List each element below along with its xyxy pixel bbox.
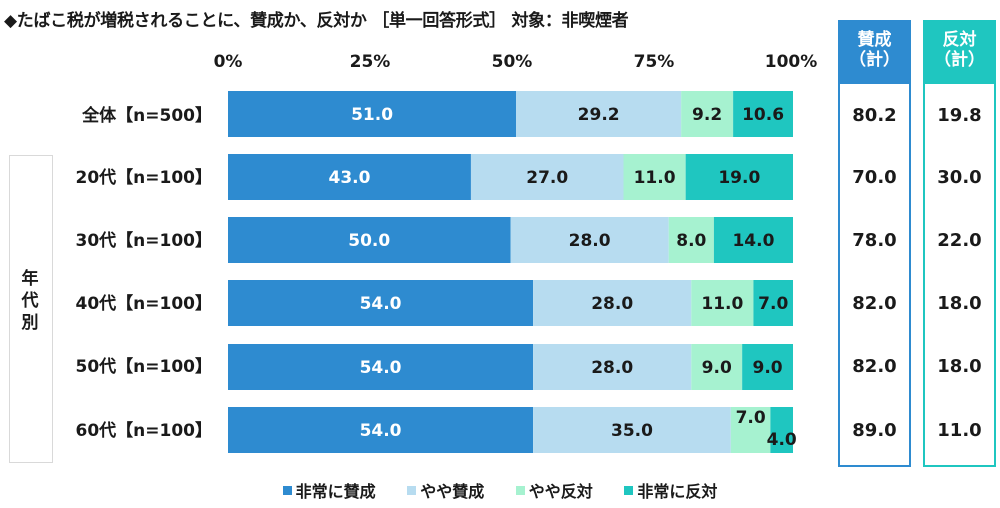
bar-segment: [623, 154, 686, 200]
oppose-total-value: 19.8: [937, 105, 982, 126]
data-label: 19.0: [718, 168, 760, 188]
bar-segment: [730, 407, 771, 453]
data-label: 9.0: [702, 358, 732, 378]
data-label: 11.0: [634, 168, 676, 188]
agree-total-header: 賛成 （計）: [838, 20, 911, 84]
legend-item: 非常に反対: [624, 478, 717, 502]
bar-segment: [733, 91, 793, 137]
legend-item: やや反対: [515, 478, 593, 502]
bar-segment: [470, 154, 624, 200]
oppose-total-value: 30.0: [937, 167, 982, 188]
category-label: 全体【n=500】: [82, 106, 212, 126]
bar-segment: [516, 91, 682, 137]
legend-swatch: [515, 486, 525, 495]
data-label: 27.0: [526, 168, 568, 188]
x-tick-label: 100%: [764, 52, 818, 72]
bar-segment: [685, 154, 793, 200]
data-label: 43.0: [329, 168, 371, 188]
oppose-total-value: 11.0: [937, 420, 982, 441]
legend: 非常に賛成 やや賛成 やや反対 非常に反対: [0, 478, 1000, 502]
agree-total-value: 82.0: [852, 356, 897, 377]
bar-segment: [668, 217, 714, 263]
x-tick-label: 75%: [633, 52, 675, 72]
oppose-total-value: 22.0: [937, 230, 982, 251]
agree-total-value: 82.0: [852, 293, 897, 314]
agree-total-value: 89.0: [852, 420, 897, 441]
legend-label: 非常に賛成: [295, 482, 376, 501]
legend-swatch: [282, 486, 292, 495]
category-label: 50代【n=100】: [75, 357, 213, 377]
data-label: 4.0: [767, 430, 797, 450]
bar-segment: [533, 407, 731, 453]
oppose-total-header-line: （計）: [934, 50, 985, 70]
bar-segment: [228, 344, 534, 390]
data-label: 10.6: [742, 105, 784, 125]
x-tick-label: 50%: [491, 52, 533, 72]
bar-segment: [228, 217, 511, 263]
data-label: 54.0: [360, 421, 402, 441]
bar-segment: [228, 154, 471, 200]
data-label: 9.0: [753, 358, 783, 378]
agree-total-header-line: 賛成: [857, 30, 892, 50]
data-label: 50.0: [348, 231, 390, 251]
agree-total-value: 80.2: [852, 105, 897, 126]
bar-segment: [753, 280, 793, 326]
agree-total-value: 78.0: [852, 230, 897, 251]
legend-swatch: [407, 486, 417, 495]
data-label: 11.0: [701, 294, 743, 314]
bar-segment: [228, 280, 534, 326]
data-label: 9.2: [692, 105, 722, 125]
oppose-total-header-line: 反対: [942, 30, 977, 50]
bar-segment: [691, 344, 743, 390]
oppose-total-value: 18.0: [937, 356, 982, 377]
data-label: 54.0: [360, 294, 402, 314]
data-label: 28.0: [591, 358, 633, 378]
legend-item: 非常に賛成: [282, 478, 376, 502]
agree-total-header-line: （計）: [849, 50, 900, 70]
data-label: 29.2: [578, 105, 620, 125]
data-label: 7.0: [758, 294, 788, 314]
oppose-total-header: 反対 （計）: [923, 20, 996, 84]
category-label: 30代【n=100】: [75, 231, 213, 251]
legend-label: やや反対: [528, 482, 593, 501]
oppose-total-value: 18.0: [937, 293, 982, 314]
bar-segment: [533, 344, 692, 390]
data-label: 7.0: [736, 408, 766, 428]
data-label: 8.0: [676, 231, 706, 251]
chart-title: ◆たばこ税が増税されることに、賛成か、反対か ［単一回答形式］ 対象：非喫煙者: [4, 11, 629, 31]
bar-segment: [510, 217, 669, 263]
age-group-bracket: [9, 155, 53, 463]
bar-segment: [770, 407, 793, 453]
legend-label: やや賛成: [420, 482, 485, 501]
bar-segment: [228, 91, 517, 137]
x-tick-label: 25%: [349, 52, 391, 72]
bar-segment: [533, 280, 692, 326]
x-tick-label: 0%: [213, 52, 243, 72]
bar-segment: [713, 217, 793, 263]
data-label: 28.0: [591, 294, 633, 314]
legend-swatch: [624, 486, 634, 495]
bar-segment: [742, 344, 793, 390]
bar-segment: [691, 280, 754, 326]
legend-label: 非常に反対: [637, 482, 718, 501]
data-label: 35.0: [611, 421, 653, 441]
data-label: 51.0: [351, 105, 393, 125]
category-label: 60代【n=100】: [75, 421, 213, 441]
agree-total-value: 70.0: [852, 167, 897, 188]
data-label: 14.0: [732, 231, 774, 251]
data-label: 28.0: [569, 231, 611, 251]
data-label: 54.0: [360, 358, 402, 378]
legend-item: やや賛成: [407, 478, 484, 502]
category-label: 20代【n=100】: [75, 168, 213, 188]
category-label: 40代【n=100】: [75, 294, 213, 314]
bar-segment: [228, 407, 534, 453]
bar-segment: [681, 91, 734, 137]
age-group-label: 年代別: [21, 269, 39, 333]
